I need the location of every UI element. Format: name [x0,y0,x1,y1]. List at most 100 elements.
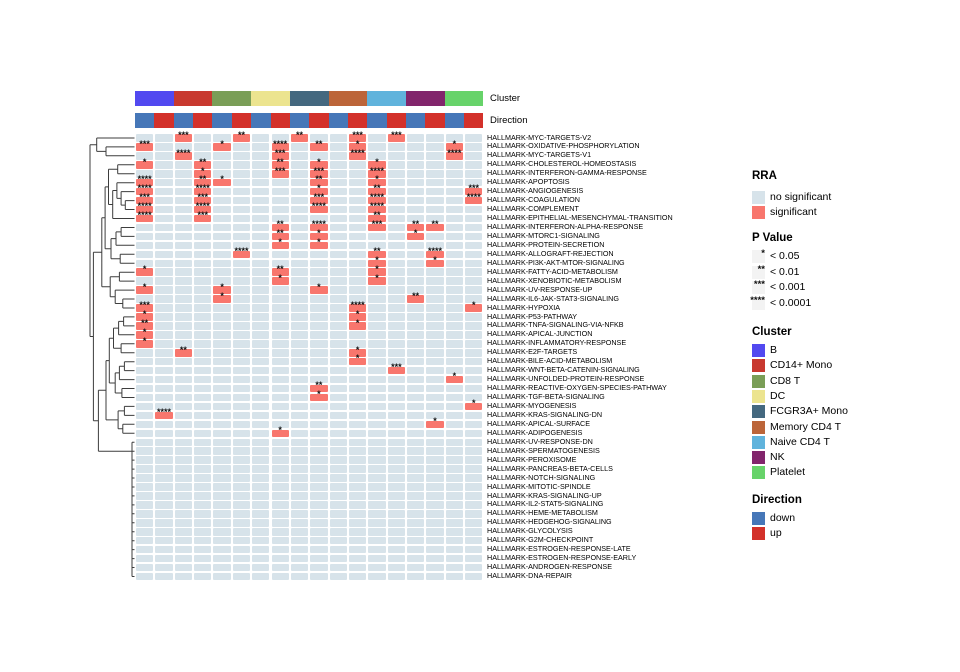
heatmap-cell-significant [426,420,444,429]
heatmap-cell [329,483,347,491]
pvalue-stars: **** [195,183,210,194]
heatmap-cell [329,474,347,482]
heatmap-cell-significant [310,143,328,151]
heatmap-cell [271,402,289,411]
heatmap-cell [271,456,289,464]
heatmap-cell [445,214,464,223]
heatmap-cell [310,295,328,303]
heatmap-cell [348,563,367,572]
heatmap-cell [252,134,270,142]
heatmap-cell [271,178,289,187]
heatmap-cell [155,465,173,473]
heatmap-cell [252,268,270,276]
direction-annotation-segment [328,113,348,128]
heatmap-cell [213,196,231,205]
heatmap-cell-significant [232,250,251,259]
heatmap-cell [194,304,212,312]
heatmap-cell [465,572,483,581]
heatmap-cell [213,331,231,339]
row-label: HALLMARK-G2M-CHECKPOINT [487,535,594,545]
heatmap-cell [387,456,405,464]
dendrogram-lines [89,137,135,577]
heatmap-cell [387,519,405,527]
heatmap-cell [174,545,193,554]
heatmap-cell [387,572,405,581]
row-label: HALLMARK-E2F-TARGETS [487,347,578,357]
pvalue-stars: * [452,138,457,149]
heatmap-cell [465,340,483,348]
heatmap-cell [232,554,251,563]
heatmap-cell [329,420,347,429]
heatmap-cell [174,143,193,151]
heatmap-cell [232,143,251,151]
heatmap-cell [445,268,464,276]
heatmap-cell-significant [368,170,386,178]
direction-annotation-segment [425,113,445,128]
heatmap-cell [194,331,212,339]
heatmap-cell-significant [174,134,193,142]
heatmap-cell [465,393,483,402]
heatmap-cell [271,438,289,446]
heatmap-cell [348,250,367,259]
heatmap-cell [271,205,289,214]
heatmap-cell [213,572,231,581]
heatmap-cell [271,286,289,294]
heatmap-cell [174,492,193,500]
pvalue-stars: * [375,263,379,274]
heatmap-cell [445,286,464,294]
row-label: HALLMARK-APOPTOSIS [487,177,570,187]
pvalue-stars: ** [315,138,323,149]
heatmap-cell [194,501,212,509]
heatmap-cell [387,474,405,482]
heatmap-cell [445,134,464,142]
pvalue-stars: * [375,174,379,185]
heatmap-cell [426,331,444,339]
heatmap-cell [407,402,425,411]
heatmap-cell [252,528,270,536]
heatmap-cell [252,545,270,554]
heatmap-cell [445,384,464,393]
heatmap-cell [213,519,231,527]
heatmap-cell [174,483,193,491]
heatmap-cell [387,510,405,518]
heatmap-cell-significant [445,375,464,384]
heatmap-cell [194,572,212,581]
heatmap-cell [348,232,367,241]
heatmap-cell [368,572,386,581]
heatmap-cell [310,501,328,509]
pvalue-stars: *** [468,183,480,194]
heatmap-cell [387,259,405,267]
heatmap-cell [155,510,173,518]
heatmap-cell [329,519,347,527]
heatmap-cell [329,214,347,223]
heatmap-cell [348,456,367,464]
legend-cluster-item-swatch [752,466,765,480]
legend-cluster-item-label: FCGR3A+ Mono [770,405,848,418]
heatmap-cell [155,205,173,214]
heatmap-cell [136,384,154,393]
heatmap-cell [252,241,270,250]
heatmap-cell [387,349,405,357]
heatmap-cell [174,322,193,330]
pvalue-stars: * [355,353,360,364]
heatmap-cell [174,438,193,446]
heatmap-cell [232,170,251,178]
heatmap-cell [290,340,309,348]
heatmap-cell [387,241,405,250]
heatmap-cell [329,501,347,509]
heatmap-cell-significant [465,196,483,205]
heatmap-cell [252,214,270,223]
heatmap-cell [445,196,464,205]
heatmap-cell [290,170,309,178]
heatmap-cell [252,331,270,339]
heatmap-cell [465,178,483,187]
direction-annotation-segment [406,113,426,128]
heatmap-cell [329,250,347,259]
heatmap-cell [252,152,270,160]
heatmap-cell [213,357,231,366]
heatmap-cell [136,554,154,563]
heatmap-cell [426,196,444,205]
heatmap-cell-significant [368,187,386,196]
heatmap-cell [174,528,193,536]
heatmap-cell [465,536,483,545]
